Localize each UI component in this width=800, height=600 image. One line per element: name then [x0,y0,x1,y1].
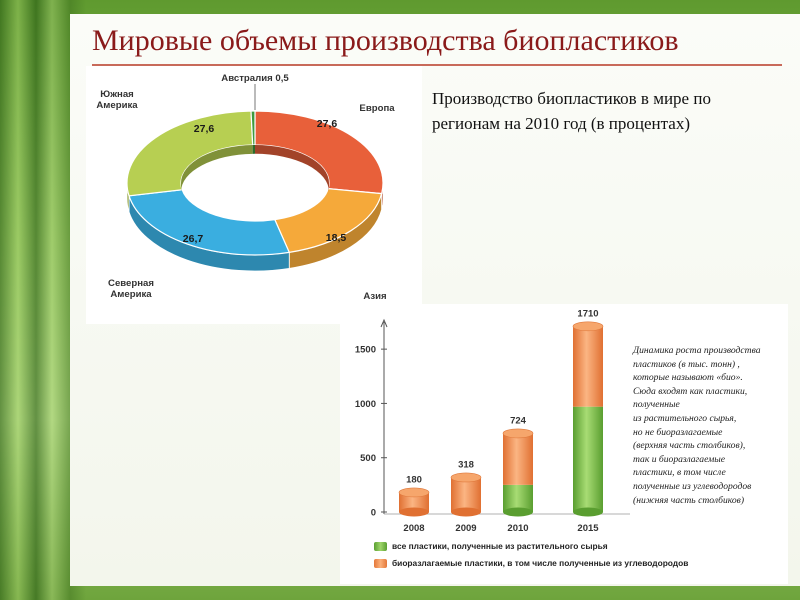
region-label: Северная Америка [108,278,154,300]
description-line: (верхняя часть столбиков), [633,440,746,452]
bar-base [503,507,533,517]
bar-segment-biodegradable [451,477,481,512]
bar-cap [450,472,482,483]
legend-item-biodegradable: биоразлагаемые пластики, в том числе пол… [374,558,689,569]
legend-label: биоразлагаемые пластики, в том числе пол… [392,558,689,568]
bar-cap [572,321,604,332]
donut-inner-wall [252,145,255,154]
y-axis-arrow [380,318,388,328]
bar-segment-biodegradable [399,492,429,512]
bar-chart-description: Динамика роста производства пластиков (в … [633,344,785,507]
region-label: Австралия 0,5 [221,73,289,84]
region-label: Европа [359,103,395,114]
slice-value-label: 26,7 [183,233,204,245]
bar-segment-plant [573,406,603,512]
description-line: но не биоразлагаемые [633,426,723,438]
description-line: Динамика роста производства [633,345,761,356]
bar-total-label: 724 [510,415,527,426]
bar-cap [502,428,534,439]
bar-segment-plant [503,484,533,512]
y-tick-label: 1500 [355,345,376,356]
page-title: Мировые объемы производства биопластиков [92,24,679,57]
donut-slice [128,189,291,256]
region-label: Азия [363,291,386,302]
slice-value-label: 27,6 [317,118,338,130]
slice-value-label: 27,6 [194,123,215,135]
legend-swatch-orange [374,559,387,569]
bar-chart-panel: 0 500 1000 1500 180 2008 318 2009 724 2010 1710 201… [340,304,788,584]
bar-total-label: 180 [406,474,422,485]
bar-segment-biodegradable [573,326,603,407]
slice-value-label: 18,5 [326,232,347,244]
bar-total-label: 318 [458,459,474,470]
donut-chart: 27,6 18,5 26,7 27,6 Европа Азия Северная Америк… [96,73,395,302]
y-tick-label: 1000 [355,399,376,410]
y-tick-label: 0 [371,508,376,519]
x-tick-label: 2009 [455,523,476,534]
bar-total-label: 1710 [577,308,598,319]
chart-subtitle: Производство биопластиков в мире по реги… [432,89,711,133]
description-line: которые называют «био». [633,372,743,384]
region-label: Южная Америка [96,89,138,111]
legend-label: все пластики, полученные из растительног… [392,541,608,551]
bar-base [573,507,603,517]
bar-segment-biodegradable [503,433,533,485]
bar-cap [398,487,430,498]
x-tick-label: 2008 [403,523,424,534]
description-line: Сюда входят как пластики, [633,385,748,397]
description-line: полученные [633,399,680,411]
donut-chart-panel: 27,6 18,5 26,7 27,6 Европа Азия Северная Америк… [86,66,422,324]
bar-base [451,507,481,517]
donut-inner-wall [181,145,253,192]
legend-item-plant: все пластики, полученные из растительног… [374,541,608,552]
description-line: (нижняя часть столбиков) [633,494,745,506]
bar-chart: 0 500 1000 1500 180 2008 318 2009 724 2010 1710 201… [355,308,630,534]
title-divider [92,64,782,66]
description-line: пластиков (в тыс. тонн) , [633,358,740,370]
bar-base [399,507,429,517]
donut-inner-wall [255,145,329,192]
x-tick-label: 2015 [577,523,599,534]
description-line: так и биоразлагаемые [633,453,725,465]
legend-swatch-green [374,542,387,552]
x-tick-label: 2010 [507,523,528,534]
y-tick-label: 500 [360,453,376,464]
description-line: полученные из углеводородов [633,480,752,492]
description-line: из растительного сырья, [633,412,737,424]
description-line: пластики, в том числе [633,467,726,479]
